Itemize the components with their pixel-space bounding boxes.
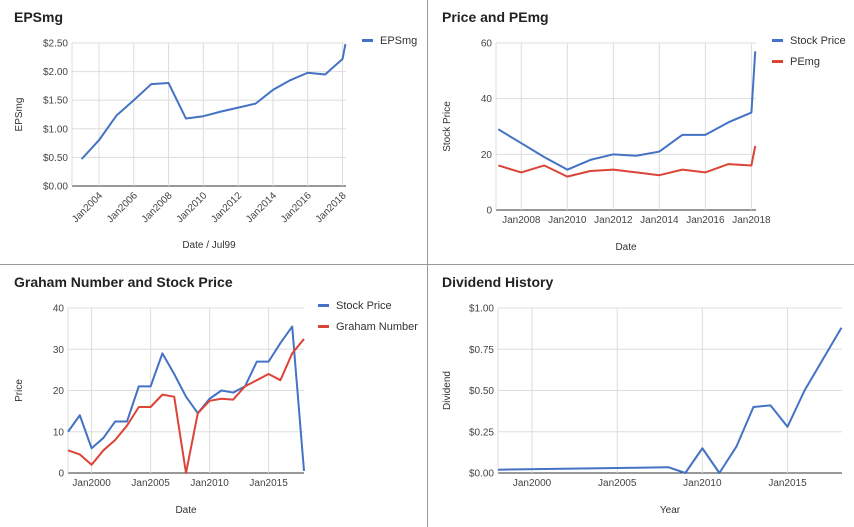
x-tick-label: Jan2008 <box>140 190 175 225</box>
x-tick-label: Jan2015 <box>768 478 807 489</box>
x-tick-label: Jan2005 <box>598 478 637 489</box>
y-tick-label: $0.00 <box>469 469 494 480</box>
legend-label: EPSmg <box>380 35 417 47</box>
y-tick-label: $0.50 <box>43 153 68 164</box>
x-tick-label: Jan2000 <box>513 478 552 489</box>
chart-dividend-history: Dividend History $0.00 $0.25 $0.50 $0.75 $1.0… <box>442 274 843 516</box>
x-axis-label: Date / Jul99 <box>182 240 236 251</box>
y-tick-label: 0 <box>486 206 492 217</box>
legend-swatch <box>772 39 783 42</box>
y-tick-label: 40 <box>481 94 493 105</box>
y-tick-label: 20 <box>481 150 493 161</box>
series-line-dividend <box>497 327 843 474</box>
x-tick-label: Jan2000 <box>72 478 111 489</box>
series-line-epsmg <box>80 43 347 160</box>
y-tick-label: $2.50 <box>43 39 68 50</box>
x-axis-label: Date <box>615 242 637 253</box>
x-tick-label: Jan2012 <box>209 190 244 225</box>
legend-swatch <box>772 60 783 63</box>
legend-label: Graham Number <box>336 321 418 333</box>
chart-epsmg: EPSmg $0.00 $0.50 $1.00 $1.50 $2.00 $2.50 Jan20… <box>14 9 417 251</box>
y-axis-label: Dividend <box>442 371 453 410</box>
y-tick-label: $1.00 <box>43 124 68 135</box>
y-tick-label: $0.75 <box>469 345 494 356</box>
x-tick-label: Jan2010 <box>548 215 587 226</box>
x-tick-label: Jan2012 <box>594 215 633 226</box>
chart-title: Price and PEmg <box>442 9 549 25</box>
y-tick-label: $1.50 <box>43 96 68 107</box>
x-tick-label: Jan2016 <box>279 190 314 225</box>
legend-swatch <box>362 39 373 42</box>
y-tick-label: $0.25 <box>469 427 494 438</box>
chart-title: EPSmg <box>14 9 63 25</box>
x-tick-label: Jan2014 <box>640 215 679 226</box>
y-tick-label: 40 <box>53 304 65 315</box>
x-tick-label: Jan2018 <box>732 215 771 226</box>
x-axis-label: Date <box>175 505 197 516</box>
y-tick-label: 10 <box>53 427 65 438</box>
chart-title: Dividend History <box>442 274 553 290</box>
y-axis-label: EPSmg <box>14 98 25 132</box>
divider-vertical <box>427 0 428 527</box>
x-tick-label: Jan2004 <box>70 190 105 225</box>
legend-label: PEmg <box>790 56 820 68</box>
legend-label: Stock Price <box>336 300 392 312</box>
x-tick-label: Jan2008 <box>502 215 541 226</box>
x-tick-label: Jan2010 <box>683 478 722 489</box>
y-tick-label: $1.00 <box>469 304 494 315</box>
y-tick-label: 60 <box>481 39 493 50</box>
chart-title: Graham Number and Stock Price <box>14 274 233 290</box>
legend-swatch <box>318 304 329 307</box>
x-tick-label: Jan2018 <box>314 190 349 225</box>
x-tick-label: Jan2014 <box>244 190 279 225</box>
y-tick-label: $0.50 <box>469 386 494 397</box>
x-tick-label: Jan2010 <box>175 190 210 225</box>
x-tick-label: Jan2005 <box>131 478 170 489</box>
x-tick-label: Jan2006 <box>105 190 140 225</box>
chart-price-and-pemg: Price and PEmg 0 20 40 60 Jan2008 Jan2010 Jan20… <box>442 9 846 253</box>
series-line-stock-price <box>497 51 757 171</box>
divider-horizontal <box>0 264 854 265</box>
series-line-pemg <box>498 145 757 178</box>
series-line-stock-price <box>67 325 305 472</box>
y-tick-label: $0.00 <box>43 182 68 193</box>
y-tick-label: 30 <box>53 345 65 356</box>
x-tick-label: Jan2010 <box>190 478 229 489</box>
x-tick-label: Jan2015 <box>249 478 288 489</box>
y-tick-label: 0 <box>58 469 64 480</box>
y-tick-label: 20 <box>53 386 65 397</box>
series-line-graham-number <box>67 338 305 474</box>
y-axis-label: Price <box>14 379 25 402</box>
y-axis-label: Stock Price <box>442 101 453 152</box>
y-tick-label: $2.00 <box>43 67 68 78</box>
x-tick-label: Jan2016 <box>686 215 725 226</box>
legend-swatch <box>318 325 329 328</box>
x-axis-label: Year <box>660 505 681 516</box>
legend-label: Stock Price <box>790 35 846 47</box>
chart-graham-number: Graham Number and Stock Price 0 10 20 30 40 Ja… <box>14 274 418 516</box>
